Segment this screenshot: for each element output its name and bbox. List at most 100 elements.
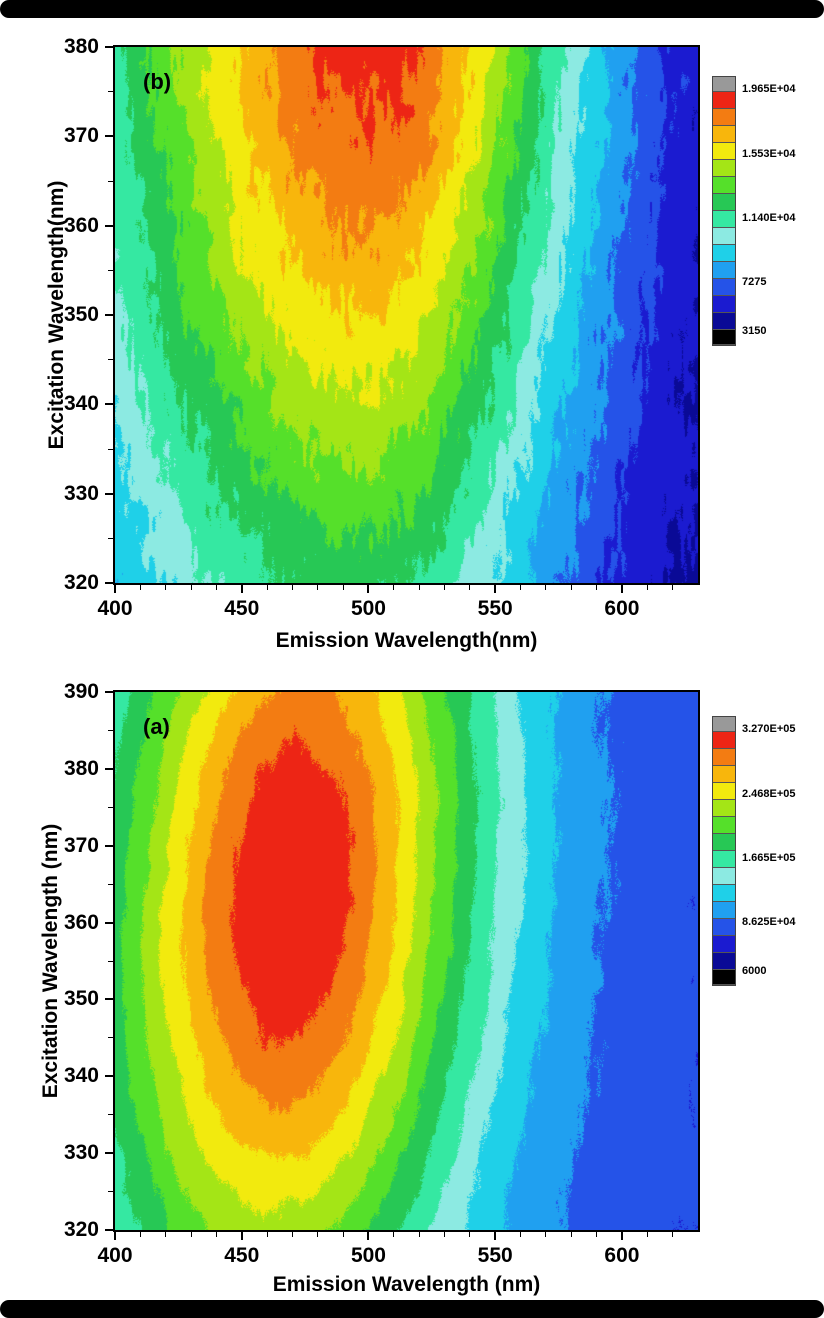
- x-axis-minor-tick: [469, 585, 471, 590]
- x-axis-tick: [367, 585, 370, 593]
- x-axis-title-b: Emission Wavelength(nm): [275, 629, 538, 652]
- y-axis-tick: [105, 1152, 113, 1155]
- y-tick-label: 370: [63, 833, 99, 857]
- y-tick-label: 380: [63, 756, 99, 780]
- y-axis-tick: [105, 314, 113, 316]
- y-tick-label: 340: [63, 1064, 99, 1088]
- contour-canvas-b: [115, 47, 698, 583]
- panel-label-b: (b): [143, 69, 172, 94]
- colorbar-cell: [713, 902, 735, 919]
- x-axis-minor-tick: [139, 585, 141, 590]
- x-axis-minor-tick: [545, 1232, 547, 1237]
- x-axis-minor-tick: [444, 1232, 446, 1237]
- colorbar-labels-b: 1.965E+04 1.553E+04 1.140E+04 7275 3150: [742, 76, 822, 344]
- x-axis-minor-tick: [520, 1232, 522, 1237]
- colorbar-cell: [713, 211, 735, 228]
- y-axis-minor-tick: [108, 960, 113, 962]
- x-axis-tick: [620, 1232, 623, 1240]
- colorbar-cell: [713, 851, 735, 868]
- x-axis-minor-tick: [646, 1232, 648, 1237]
- x-axis-minor-tick: [266, 585, 268, 590]
- y-axis-minor-tick: [108, 883, 113, 885]
- x-axis-tick: [240, 585, 243, 593]
- colorbar-cell: [713, 296, 735, 313]
- plot-area-b: (b) 400 450 500 550 600 380 370 360 350 340 330 320: [64, 35, 700, 620]
- y-axis-tick: [105, 403, 113, 406]
- x-tick-label: 400: [97, 1244, 133, 1267]
- x-axis-minor-tick: [165, 1232, 167, 1237]
- x-tick-label: 500: [350, 1244, 386, 1267]
- x-axis-minor-tick: [393, 585, 395, 590]
- y-axis-title-b: Excitation Wavelength(nm): [45, 180, 68, 450]
- y-axis-tick: [105, 767, 113, 770]
- y-tick-label: 330: [63, 1141, 99, 1165]
- x-axis-minor-tick: [291, 585, 293, 590]
- x-axis-minor-tick: [444, 585, 446, 590]
- y-tick-label: 330: [63, 481, 99, 505]
- x-axis-tick: [367, 1232, 370, 1240]
- bottom-border-bar: [0, 1300, 824, 1318]
- x-axis-minor-tick: [596, 1232, 598, 1237]
- colorbar-b: [712, 76, 736, 346]
- x-axis-minor-tick: [317, 585, 319, 590]
- x-axis-minor-tick: [418, 585, 420, 590]
- colorbar-cell: [713, 717, 735, 732]
- colorbar-cell: [713, 885, 735, 902]
- colorbar-tick-label: 6000: [742, 964, 767, 977]
- colorbar-cell: [713, 109, 735, 126]
- y-axis-minor-tick: [108, 806, 113, 808]
- x-tick-label: 550: [477, 597, 513, 620]
- y-axis-tick: [105, 1229, 113, 1231]
- colorbar-cell: [713, 194, 735, 211]
- y-tick-label: 350: [63, 303, 99, 326]
- y-axis-tick: [105, 998, 113, 1001]
- x-axis-minor-tick: [165, 585, 167, 590]
- colorbar-cell: [713, 313, 735, 330]
- y-axis-minor-tick: [108, 1037, 113, 1039]
- x-axis-title-a: Emission Wavelength (nm): [272, 1273, 541, 1296]
- colorbar-cell: [713, 936, 735, 953]
- colorbar-cell: [713, 732, 735, 749]
- x-tick-label: 550: [477, 1244, 513, 1267]
- x-axis-minor-tick: [672, 585, 674, 590]
- x-axis-minor-tick: [215, 585, 217, 590]
- colorbar-cell: [713, 262, 735, 279]
- x-axis-tick: [114, 1232, 116, 1240]
- y-axis-tick: [105, 492, 113, 495]
- colorbar-cell: [713, 868, 735, 885]
- colorbar-cell: [713, 77, 735, 92]
- colorbar-cell: [713, 919, 735, 936]
- y-axis-tick: [105, 691, 113, 693]
- colorbar-cell: [713, 970, 735, 985]
- y-axis-tick: [105, 46, 113, 48]
- x-axis-minor-tick: [570, 1232, 572, 1237]
- y-axis-title-a: Excitation Wavelength (nm): [39, 823, 62, 1099]
- colorbar-cell: [713, 245, 735, 262]
- plot-area-a: (a) 400 450 500 550 600 390 380 370 360 350 340 330…: [64, 680, 700, 1267]
- x-axis-minor-tick: [139, 1232, 141, 1237]
- y-axis-tick: [105, 921, 113, 924]
- colorbar-cell: [713, 800, 735, 817]
- colorbar-tick-label: 8.625E+04: [742, 916, 796, 929]
- x-axis-minor-tick: [291, 1232, 293, 1237]
- x-axis-minor-tick: [545, 585, 547, 590]
- x-axis-minor-tick: [393, 1232, 395, 1237]
- y-axis-minor-tick: [108, 448, 113, 450]
- colorbar-tick-label: 1.553E+04: [742, 147, 796, 160]
- colorbar-tick-label: 1.140E+04: [742, 212, 796, 225]
- x-axis-minor-tick: [342, 585, 344, 590]
- x-axis-minor-tick: [342, 1232, 344, 1237]
- colorbar-cell: [713, 143, 735, 160]
- colorbar-cell: [713, 160, 735, 177]
- colorbar-tick-label: 7275: [742, 276, 767, 289]
- y-axis-tick: [105, 844, 113, 847]
- top-border-bar: [0, 0, 824, 18]
- y-tick-label: 370: [63, 124, 99, 148]
- y-tick-label: 350: [63, 987, 99, 1011]
- colorbar-cell: [713, 126, 735, 143]
- x-tick-label: 600: [604, 597, 640, 620]
- x-axis-minor-tick: [672, 1232, 674, 1237]
- x-axis-minor-tick: [469, 1232, 471, 1237]
- colorbar-cell: [713, 279, 735, 296]
- x-tick-label: 450: [224, 1244, 260, 1267]
